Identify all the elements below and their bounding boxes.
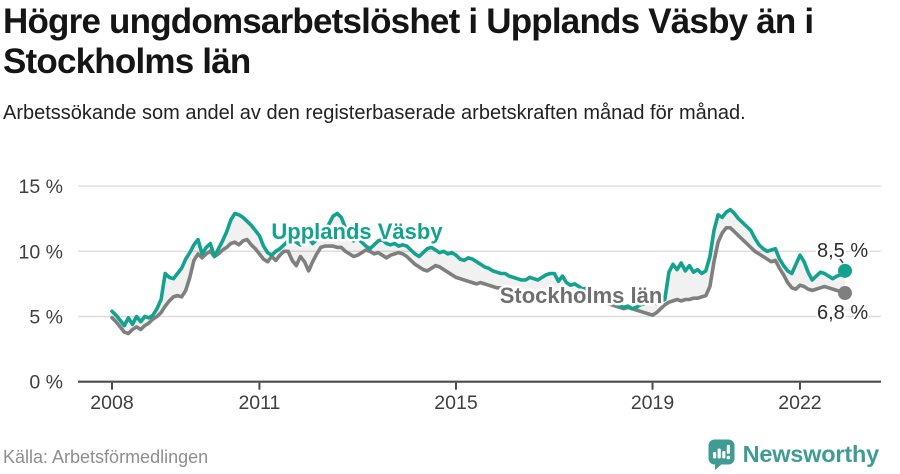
line-chart: 0 % 5 % 10 % 15 % 2008 2011 2015 2019 2022 Upplan… — [19, 176, 881, 414]
end-label-leader-line — [834, 251, 844, 264]
y-tick-label: 5 % — [29, 307, 63, 329]
x-tick-label: 2019 — [631, 392, 674, 414]
series-line-stockholms-lan — [110, 226, 847, 336]
y-tick-label: 10 % — [19, 241, 63, 263]
series-label-stockholms-lan: Stockholms län — [500, 283, 663, 308]
series-endpoint-dot-stockholms-lan — [838, 286, 852, 301]
series-line-upplands-vasby — [110, 207, 847, 328]
newsworthy-icon — [708, 439, 735, 470]
y-tick-label: 15 % — [19, 176, 63, 198]
page-title: Högre ungdomsarbetslöshet i Upplands Väs… — [3, 2, 814, 81]
newsworthy-logo: Newsworthy — [708, 439, 879, 470]
end-value-label-upplands-vasby: 8,5 % — [817, 240, 868, 262]
between-series-fill — [112, 209, 845, 334]
speech-bubble-tail — [714, 463, 723, 470]
series-endpoint-dot-upplands-vasby — [838, 263, 852, 278]
x-tick-label: 2022 — [778, 392, 821, 414]
x-tick-label: 2008 — [90, 392, 133, 414]
x-tick-label: 2011 — [238, 392, 280, 414]
chart-subtitle: Arbetssökande som andel av den registerb… — [3, 102, 746, 124]
x-tick-label: 2015 — [434, 392, 478, 414]
series-label-upplands-vasby: Upplands Väsby — [271, 219, 443, 244]
y-tick-label: 0 % — [29, 372, 63, 394]
newsworthy-wordmark: Newsworthy — [742, 441, 880, 467]
source-note: Källa: Arbetsförmedlingen — [3, 447, 209, 467]
end-value-label-stockholms-lan: 6,8 % — [817, 302, 868, 324]
